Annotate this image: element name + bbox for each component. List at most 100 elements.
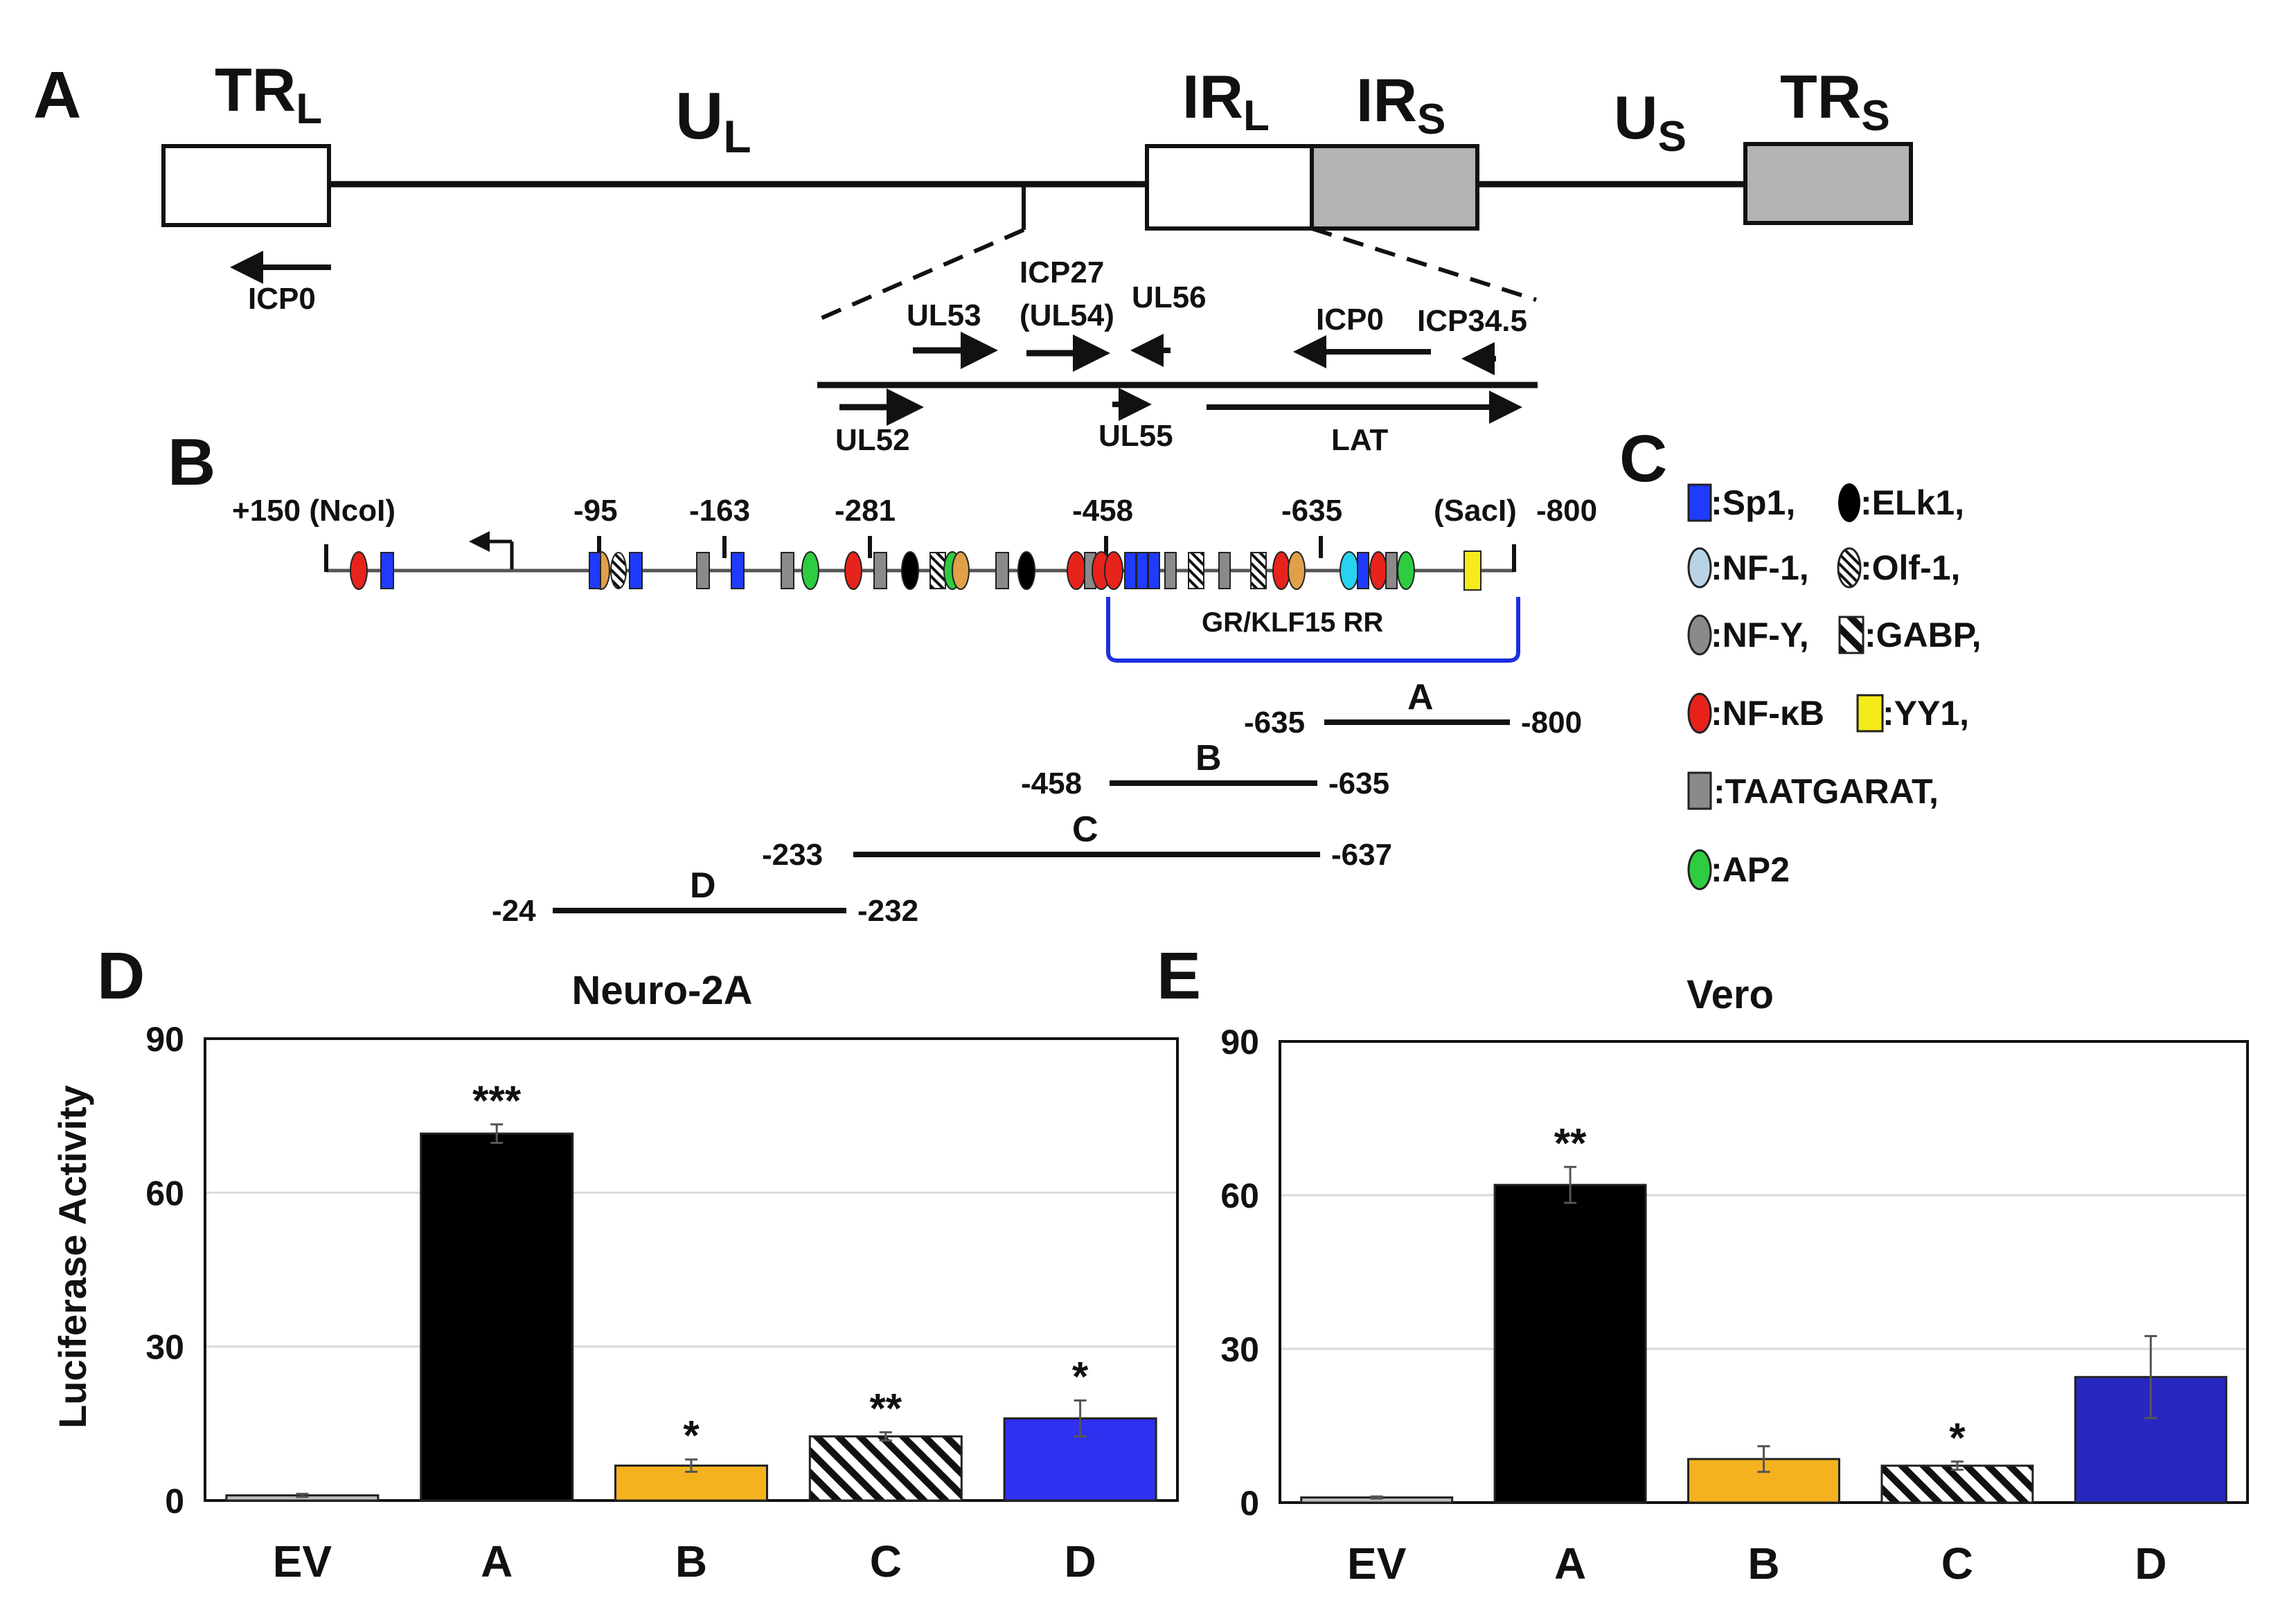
site-cyan [1340, 551, 1359, 590]
site-gabp [1188, 552, 1204, 589]
transcription-start-arrow [469, 531, 514, 569]
irs-box [1310, 144, 1479, 231]
chart-d-xtick-c: C [870, 1537, 902, 1586]
chart-e-xtick-c: C [1941, 1539, 1973, 1588]
fragment-c-left: -233 [762, 838, 823, 872]
fragment-d-name: D [690, 866, 716, 906]
site-sp1 [731, 552, 745, 589]
trs-sub: S [1861, 92, 1889, 140]
pos-p150: +150 (NcoI) [232, 494, 395, 528]
ul56-label: UL56 [1132, 280, 1207, 314]
rr-label: GR/KLF15 RR [1202, 607, 1383, 638]
legend-olf1: :Olf-1, [1860, 548, 1960, 587]
site-yy1 [1463, 550, 1481, 591]
trl-label: TRL [215, 55, 322, 133]
chart-e-bar-a [1493, 1183, 1647, 1504]
pos-saci: (SacI) [1434, 494, 1517, 528]
site-taatgarat [781, 552, 794, 589]
fragment-a: A -635 -800 [1244, 677, 1582, 740]
site-orange [1288, 551, 1306, 590]
legend-ap2-icon [1687, 849, 1712, 890]
chart-d-xtick-ev: EV [273, 1537, 332, 1586]
fragment-b-right: -635 [1328, 767, 1389, 800]
legend-elk1: :ELk1, [1860, 483, 1964, 522]
irl-label: IRL [1182, 62, 1270, 140]
fragment-d-right: -232 [857, 894, 918, 928]
site-gabp [929, 552, 946, 589]
chart-d-ytick-label: 30 [145, 1328, 184, 1367]
site-nfkb [1272, 551, 1290, 590]
zoom-line-right [1311, 226, 1537, 302]
chart-d-significance-b: * [683, 1413, 700, 1459]
legend-nfkb-icon [1687, 692, 1712, 734]
chart-neuro2a: 0 30 60 90 EV *** A * B ** C * D [145, 1020, 1179, 1586]
irs-sub: S [1417, 96, 1445, 143]
trl-text: TR [215, 55, 296, 124]
irl-sub: L [1243, 92, 1270, 140]
trs-label: TRS [1780, 62, 1890, 140]
icp27-paren-label: (UL54) [1020, 298, 1114, 332]
site-sp1 [1357, 552, 1369, 589]
chart-e-xtick-ev: EV [1347, 1539, 1407, 1588]
trl-box [161, 144, 331, 227]
site-nfkb [1104, 551, 1123, 590]
fragment-c-name: C [1072, 809, 1098, 850]
legend-gabp: :GABP, [1865, 616, 1982, 654]
irl-text: IR [1182, 62, 1243, 131]
site-elk1 [901, 551, 919, 590]
site-sp1 [1136, 552, 1148, 589]
site-taatgarat [1218, 552, 1231, 589]
legend-taat-icon [1687, 771, 1712, 810]
trs-text: TR [1780, 62, 1861, 131]
panel-e: E Vero 0 30 60 90 EV ** A B * C D [1157, 939, 2249, 1588]
site-taatgarat [696, 552, 710, 589]
pos-m458: -458 [1072, 494, 1133, 528]
ul53-label: UL53 [907, 298, 981, 332]
legend-yy1: :YY1, [1883, 694, 1969, 733]
site-ap2 [801, 551, 819, 590]
ul-text: U [675, 79, 723, 153]
chart-d-significance-d: * [1072, 1353, 1089, 1399]
pos-m281: -281 [835, 494, 896, 528]
chart-e-ytick-label: 0 [1240, 1484, 1259, 1523]
fragment-d: D -24 -232 [492, 866, 918, 928]
site-taatgarat [873, 552, 887, 589]
chart-d-xtick-a: A [481, 1537, 513, 1586]
fragment-c-right: -637 [1331, 838, 1392, 872]
chart-e-ytick-label: 90 [1220, 1023, 1259, 1062]
trl-sub: L [296, 85, 322, 133]
irs-text: IR [1356, 66, 1417, 134]
site-orange [952, 551, 970, 590]
legend-gabp-icon [1838, 616, 1865, 654]
pos-m635: -635 [1281, 494, 1342, 528]
chart-d-ytick-label: 90 [145, 1020, 184, 1059]
chart-d-xtick-b: B [675, 1537, 707, 1586]
site-sp1 [380, 552, 394, 589]
site-sp1 [629, 552, 643, 589]
fragment-c: C -233 -637 [762, 809, 1392, 872]
icp27-label: ICP27 [1020, 256, 1104, 289]
panel-a: A TRL UL IRL IRS US TRS ICP0 UL53 ICP27 … [33, 55, 1913, 457]
icp345-label: ICP34.5 [1417, 304, 1527, 338]
chart-d-ytick-label: 0 [165, 1482, 184, 1521]
trs-box [1743, 142, 1913, 225]
chart-d-significance-a: *** [472, 1077, 522, 1124]
panel-b-label: B [168, 425, 215, 499]
panel-d-label: D [97, 939, 145, 1013]
site-nfkb [1067, 551, 1086, 590]
binding-sites [350, 550, 1481, 591]
site-nfkb [1369, 551, 1387, 590]
legend-elk1-icon [1838, 483, 1860, 522]
ul55-label: UL55 [1098, 419, 1173, 453]
chart-d-title: Neuro-2A [571, 968, 752, 1013]
chart-d-xtick-d: D [1064, 1537, 1096, 1586]
chart-e-ytick-label: 30 [1220, 1330, 1259, 1369]
site-taatgarat [1164, 552, 1177, 589]
chart-d-bar-c [808, 1435, 963, 1502]
legend-olf1-icon [1837, 547, 1862, 589]
chart-e-significance-c: * [1949, 1415, 1966, 1461]
site-nfkb [350, 551, 368, 590]
legend-sp1: :Sp1, [1711, 483, 1795, 522]
site-ap2 [1397, 551, 1415, 590]
us-label: US [1614, 83, 1687, 161]
